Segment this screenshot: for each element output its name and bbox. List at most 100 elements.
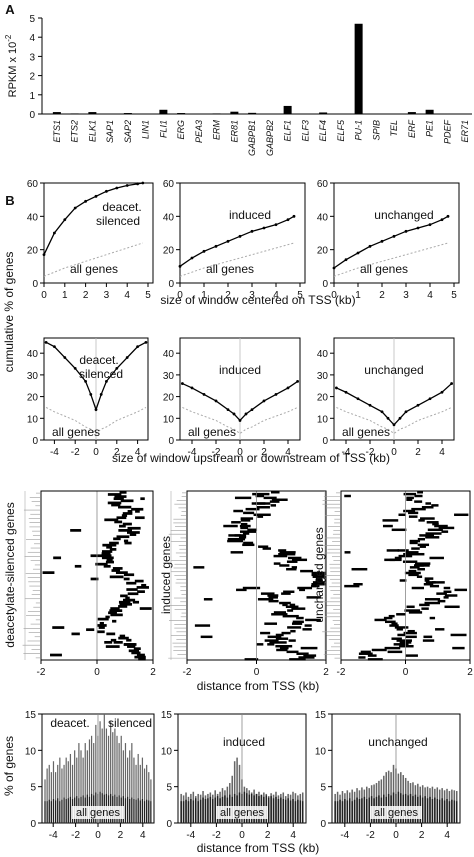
cum2-series-point <box>262 399 266 403</box>
cum1-x-tick-label: 3 <box>403 290 409 301</box>
cum2-series-point <box>181 382 184 385</box>
hist-bar <box>78 743 80 823</box>
cum1-x-tick-label: 1 <box>201 290 207 301</box>
cum2-x-tick-label: 0 <box>237 447 243 458</box>
cum1-series-label: induced <box>229 208 271 222</box>
heatmap-cell <box>426 521 439 524</box>
heatmap-cell <box>405 635 417 639</box>
cum1-all-genes-line <box>333 242 449 277</box>
cum2-y-tick-label: 10 <box>27 414 39 425</box>
rpkm-bar <box>88 112 97 114</box>
hist-y-tick-label: 5 <box>30 783 36 794</box>
heatmap-cell <box>454 588 468 592</box>
hist-bar <box>110 721 112 823</box>
panel-letter-a: A <box>5 2 15 17</box>
cum2-series-point <box>105 380 108 383</box>
heatmap-cell <box>431 504 439 507</box>
heatmap-cell <box>358 652 373 655</box>
hist-x-tick-label: 0 <box>95 830 101 841</box>
hist-all-genes-bar <box>207 798 209 823</box>
heatmap-cell <box>120 594 128 598</box>
heatmap-cell <box>452 646 465 650</box>
hist-bar <box>143 768 146 823</box>
rpkm-category-label: LIN1 <box>141 120 151 139</box>
rpkm-category-label: ER81 <box>229 120 239 143</box>
cum2-series-point <box>274 393 278 396</box>
hist-all-genes-bar <box>57 798 59 823</box>
hist-bar <box>71 764 74 823</box>
cum2-series-point <box>99 393 103 396</box>
heatmap-cell <box>391 637 402 640</box>
hist-bar <box>63 764 65 823</box>
heatmap-cell <box>260 631 271 635</box>
hist-all-genes-label-bg <box>72 806 124 819</box>
heatmap-cell <box>296 652 309 655</box>
cumulative-y-axis-label: cumulative % of genes <box>2 252 16 373</box>
heatmap-panel <box>322 491 469 661</box>
hist-all-genes-bar <box>351 801 353 823</box>
hist-bar <box>135 764 137 823</box>
heatmap-cell <box>256 506 270 509</box>
cum2-y-tick-label: 20 <box>27 393 39 404</box>
cum1-all-genes-label: all genes <box>206 262 254 276</box>
heatmap-cell <box>193 566 205 569</box>
heatmap-cell <box>106 558 113 562</box>
cum2-series-point <box>190 386 194 390</box>
heatmap-cell <box>124 541 132 545</box>
heatmap-cell <box>119 491 127 494</box>
rpkm-category-label: ERG <box>176 120 186 140</box>
cum2-series-point <box>368 403 372 407</box>
cum1-x-tick-label: 2 <box>83 290 89 301</box>
heatmap-cell <box>408 515 418 518</box>
rpkm-bar <box>407 112 416 114</box>
heatmap-cell <box>268 599 279 603</box>
heatmap-cell <box>391 622 398 625</box>
cum1-series-point <box>344 258 348 262</box>
rpkm-category-label: ER71 <box>460 120 470 143</box>
cum1-series-point <box>53 231 56 235</box>
heatmap-cell <box>311 571 326 575</box>
cum1-series-point <box>226 239 230 243</box>
hist-bar <box>76 757 78 823</box>
hist-bar <box>95 724 97 823</box>
cum1-series-label: unchanged <box>374 208 433 222</box>
rpkm-bar <box>159 109 168 114</box>
cum1-frame <box>43 182 154 284</box>
heatmap-x-tick-label: 2 <box>150 667 156 678</box>
cum2-series-point <box>356 397 360 401</box>
hist-all-genes-bar <box>448 801 451 823</box>
hist-all-genes-bar <box>46 801 48 823</box>
cum1-x-tick-label: 5 <box>451 290 457 301</box>
heatmap-cell <box>283 590 295 593</box>
heatmap-cell <box>418 519 425 522</box>
heatmap-cell <box>424 577 434 580</box>
cum1-x-axis-label: size of window centered on TSS (kb) <box>160 293 355 307</box>
heatmap-cell <box>417 537 425 541</box>
cum1-series-point <box>190 256 194 260</box>
heatmap-cell <box>118 505 132 509</box>
heatmap-cell <box>275 633 284 637</box>
rpkm-bar <box>425 109 434 114</box>
heatmap-cell <box>116 535 130 539</box>
hist-all-genes-bar <box>180 801 182 823</box>
heatmap-cell <box>123 573 135 577</box>
hist-y-tick-label: 15 <box>161 710 173 721</box>
cum1-series-point <box>274 223 278 227</box>
hist-x-tick-label: 4 <box>444 830 450 841</box>
cum2-series-point <box>296 380 299 383</box>
heatmap-cell <box>267 635 282 639</box>
hist-x-tick-label: 4 <box>140 830 146 841</box>
heatmap-cell <box>134 655 146 659</box>
heatmap-cell <box>312 581 326 584</box>
heatmap-cell <box>268 596 278 599</box>
heatmap-cell <box>403 492 417 496</box>
rpkm-y-tick-label: 5 <box>29 14 35 25</box>
hist-all-genes-bar <box>421 797 424 823</box>
cum2-series-point <box>63 356 67 359</box>
heatmap-x-tick-label: 0 <box>94 667 100 678</box>
rpkm-y-tick-label: 3 <box>29 52 35 63</box>
cum2-all-genes-label: all genes <box>52 425 100 439</box>
heatmap-cell <box>106 632 116 636</box>
heatmap-cell <box>403 552 413 556</box>
